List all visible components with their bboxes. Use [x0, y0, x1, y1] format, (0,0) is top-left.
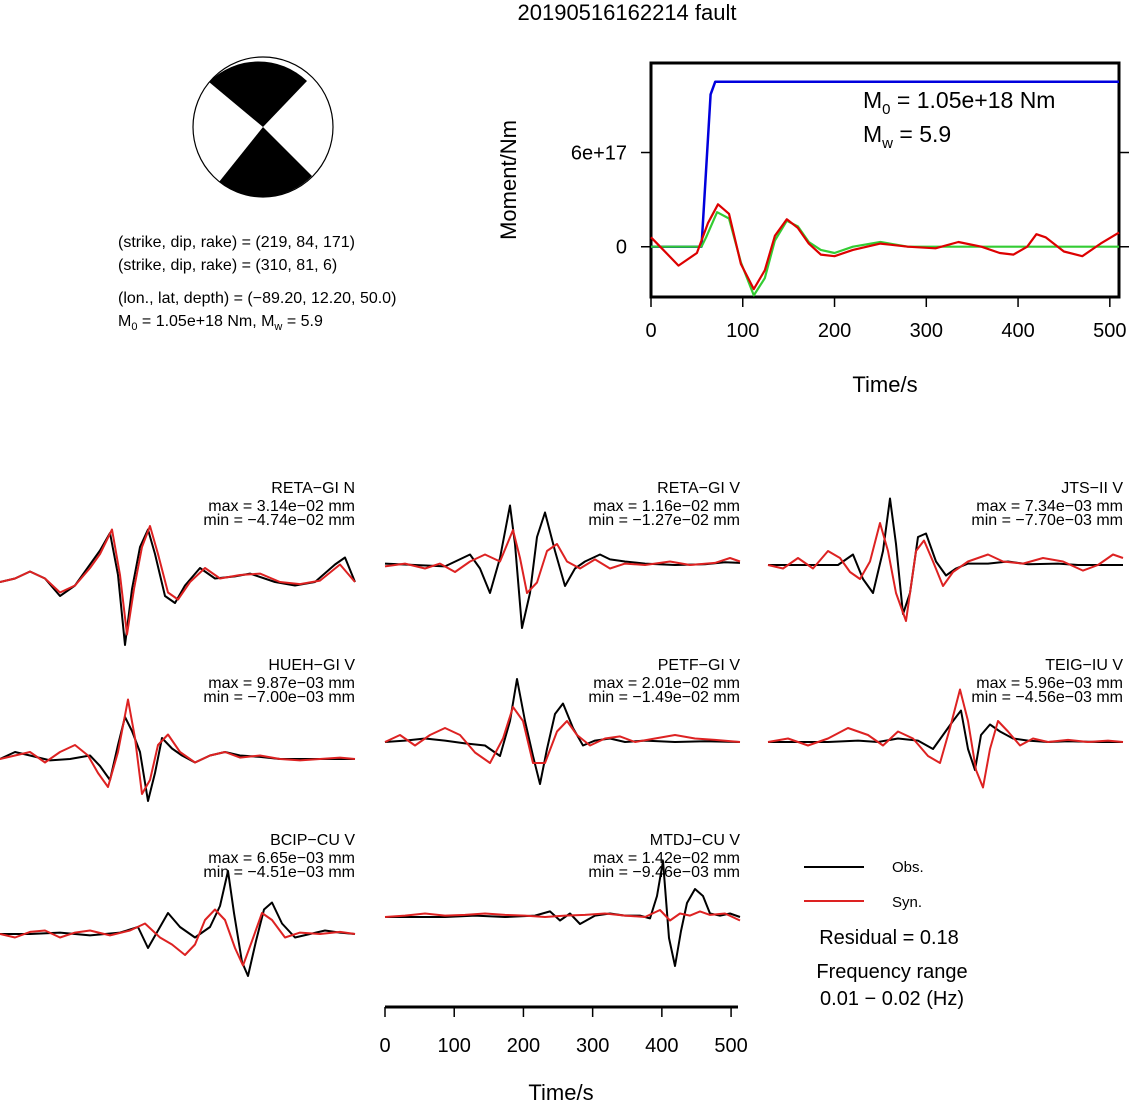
residual-text: Residual = 0.18 [819, 927, 959, 949]
moment-x-tick-label: 300 [910, 320, 943, 342]
moment-curve-green [651, 211, 1119, 297]
waveform-x-tick-label: 0 [379, 1035, 390, 1057]
waveform-synthetic [384, 529, 741, 594]
station-max: max = 2.01e−02 mm [593, 675, 740, 692]
moment-x-tick-label: 200 [818, 320, 851, 342]
station-min: min = −4.74e−02 mm [203, 512, 355, 529]
waveform-synthetic [767, 688, 1124, 789]
waveform-synthetic [384, 706, 741, 764]
waveform-synthetic [0, 698, 356, 795]
waveform-observed [384, 504, 741, 629]
moment-x-tick-label: 400 [1001, 320, 1034, 342]
moment-y-tick-label: 6e+17 [571, 143, 627, 165]
station-min: min = −7.70e−03 mm [971, 512, 1123, 529]
moment-x-axis-label: Time/s [852, 372, 917, 397]
station-min: min = −7.00e−03 mm [203, 689, 355, 706]
station-max: max = 6.65e−03 mm [208, 850, 355, 867]
moment-annotation-m0: M0 = 1.05e+18 Nm [863, 87, 1055, 118]
moment-plot-frame [649, 61, 1121, 299]
moment-annotation-mw: Mw = 5.9 [863, 121, 951, 152]
station-max: max = 7.34e−03 mm [976, 498, 1123, 515]
station-max: max = 3.14e−02 mm [208, 498, 355, 515]
moment-y-tick-label: 0 [616, 237, 627, 259]
station-min: min = −4.51e−03 mm [203, 864, 355, 881]
waveform-synthetic [0, 525, 356, 636]
waveform-observed [385, 860, 741, 967]
station-max: max = 1.16e−02 mm [593, 498, 740, 515]
frequency-range-label: Frequency range [816, 961, 967, 983]
station-label: JTS−II V [1061, 480, 1123, 497]
station-min: min = −4.56e−03 mm [971, 689, 1123, 706]
station-label: RETA−GI N [271, 480, 355, 497]
station-min: min = −1.49e−02 mm [588, 689, 740, 706]
station-max: max = 9.87e−03 mm [208, 675, 355, 692]
station-min: min = −1.27e−02 mm [588, 512, 740, 529]
legend: Obs. Syn. [804, 859, 924, 911]
moment-curve-red [650, 203, 1120, 291]
beachball [192, 56, 334, 198]
figure-title: 20190516162214 fault [518, 0, 737, 25]
station-min: min = −9.46e−03 mm [588, 864, 740, 881]
moment-x-tick-label: 100 [726, 320, 759, 342]
waveform-synthetic [767, 522, 1124, 622]
legend-obs-label: Obs. [892, 859, 924, 876]
waveform-x-axis-label: Time/s [528, 1080, 593, 1104]
focal-line-1: (strike, dip, rake) = (219, 84, 171) [118, 234, 355, 251]
focal-line-2: (strike, dip, rake) = (310, 81, 6) [118, 257, 337, 274]
moment-x-ticks: 0 100 200 300 400 500 [645, 297, 1127, 342]
legend-syn-label: Syn. [892, 894, 922, 911]
station-max: max = 5.96e−03 mm [976, 675, 1123, 692]
moment-rate-plot: 0 100 200 300 400 500 0 6e+17 M0 = 1.05e+18 Nm… [496, 61, 1129, 397]
waveform-observed [384, 678, 741, 785]
waveform-synthetic [0, 908, 356, 967]
station-label: TEIG−IU V [1045, 657, 1123, 674]
waveform-x-tick-label: 300 [576, 1035, 609, 1057]
waveform-x-tick-label: 100 [438, 1035, 471, 1057]
waveform-synthetic [384, 909, 741, 922]
moment-series [650, 80, 1120, 297]
waveform-x-tick-label: 500 [714, 1035, 747, 1057]
waveform-time-axis: 0 100 200 300 400 500 [379, 1005, 748, 1057]
focal-line-3: (lon., lat, depth) = (−89.20, 12.20, 50.… [118, 290, 396, 307]
station-label: HUEH−GI V [268, 657, 355, 674]
frequency-range-value: 0.01 − 0.02 (Hz) [820, 988, 964, 1010]
moment-y-ticks: 0 6e+17 [571, 143, 1129, 259]
waveform-x-tick-label: 200 [507, 1035, 540, 1057]
moment-x-tick-label: 0 [645, 320, 656, 342]
station-label: BCIP−CU V [270, 832, 355, 849]
moment-x-tick-label: 500 [1093, 320, 1126, 342]
waveform-x-tick-label: 400 [645, 1035, 678, 1057]
focal-line-4: M0 = 1.05e+18 Nm, Mw = 5.9 [118, 313, 323, 333]
waveform-observed [768, 709, 1123, 771]
waveform-observed [0, 870, 356, 977]
beachball-quadrant-top [209, 61, 307, 127]
station-label: RETA−GI V [657, 480, 740, 497]
waveform-observed [0, 716, 355, 802]
station-label: MTDJ−CU V [650, 832, 741, 849]
beachball-quadrant-bottom [219, 127, 312, 197]
waveform-observed [0, 528, 356, 646]
station-max: max = 1.42e−02 mm [593, 850, 740, 867]
station-label: PETF−GI V [658, 657, 741, 674]
moment-y-axis-label: Moment/Nm [496, 120, 521, 240]
